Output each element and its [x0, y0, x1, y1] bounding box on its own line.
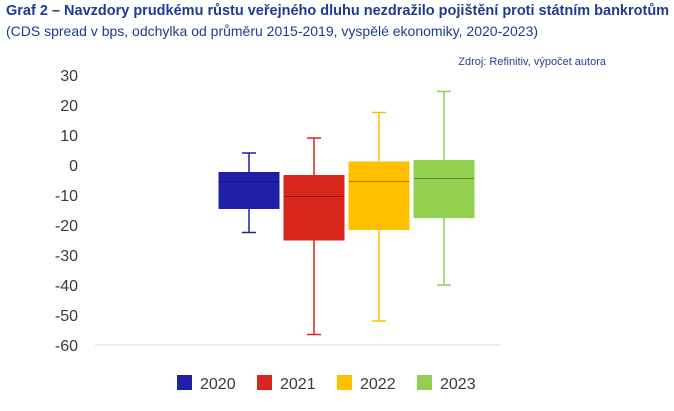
legend-item-2020: 2020: [177, 375, 236, 393]
box-body: [283, 175, 345, 241]
legend-item-2023: 2023: [417, 375, 476, 393]
legend-label: 2022: [360, 376, 396, 393]
y-tick-label: -60: [55, 338, 78, 355]
box-2023: [413, 90, 475, 286]
y-tick-label: 30: [60, 68, 78, 85]
legend-swatch: [257, 375, 272, 390]
box-body: [348, 161, 410, 230]
legend: 2020 2021 2022 2023: [177, 375, 476, 393]
box-body: [218, 172, 280, 209]
y-tick-label: 20: [60, 98, 78, 115]
box-2022: [348, 111, 410, 322]
box-2020: [218, 152, 280, 234]
chart-title: Graf 2 – Navzdory prudkému růstu veřejné…: [6, 3, 670, 19]
legend-item-2021: 2021: [257, 375, 316, 393]
legend-swatch: [417, 375, 432, 390]
legend-item-2022: 2022: [337, 375, 396, 393]
y-tick-label: 10: [60, 128, 78, 145]
box-body: [413, 160, 475, 218]
y-tick-label: -40: [55, 278, 78, 295]
legend-label: 2023: [440, 376, 476, 393]
legend-label: 2021: [280, 376, 316, 393]
box-2021: [283, 137, 345, 336]
y-tick-label: 0: [69, 158, 78, 175]
source-note: Zdroj: Refinitiv, výpočet autora: [458, 56, 606, 68]
legend-swatch: [177, 375, 192, 390]
legend-swatch: [337, 375, 352, 390]
y-tick-label: -50: [55, 308, 78, 325]
y-axis: 30 20 10 0 -10 -20 -30 -40 -50 -60: [55, 68, 78, 355]
chart-subtitle: (CDS spread v bps, odchylka od průměru 2…: [6, 23, 539, 39]
y-tick-label: -20: [55, 218, 78, 235]
y-tick-label: -10: [55, 188, 78, 205]
plot-area: [218, 90, 475, 336]
y-tick-label: -30: [55, 248, 78, 265]
legend-label: 2020: [200, 376, 236, 393]
